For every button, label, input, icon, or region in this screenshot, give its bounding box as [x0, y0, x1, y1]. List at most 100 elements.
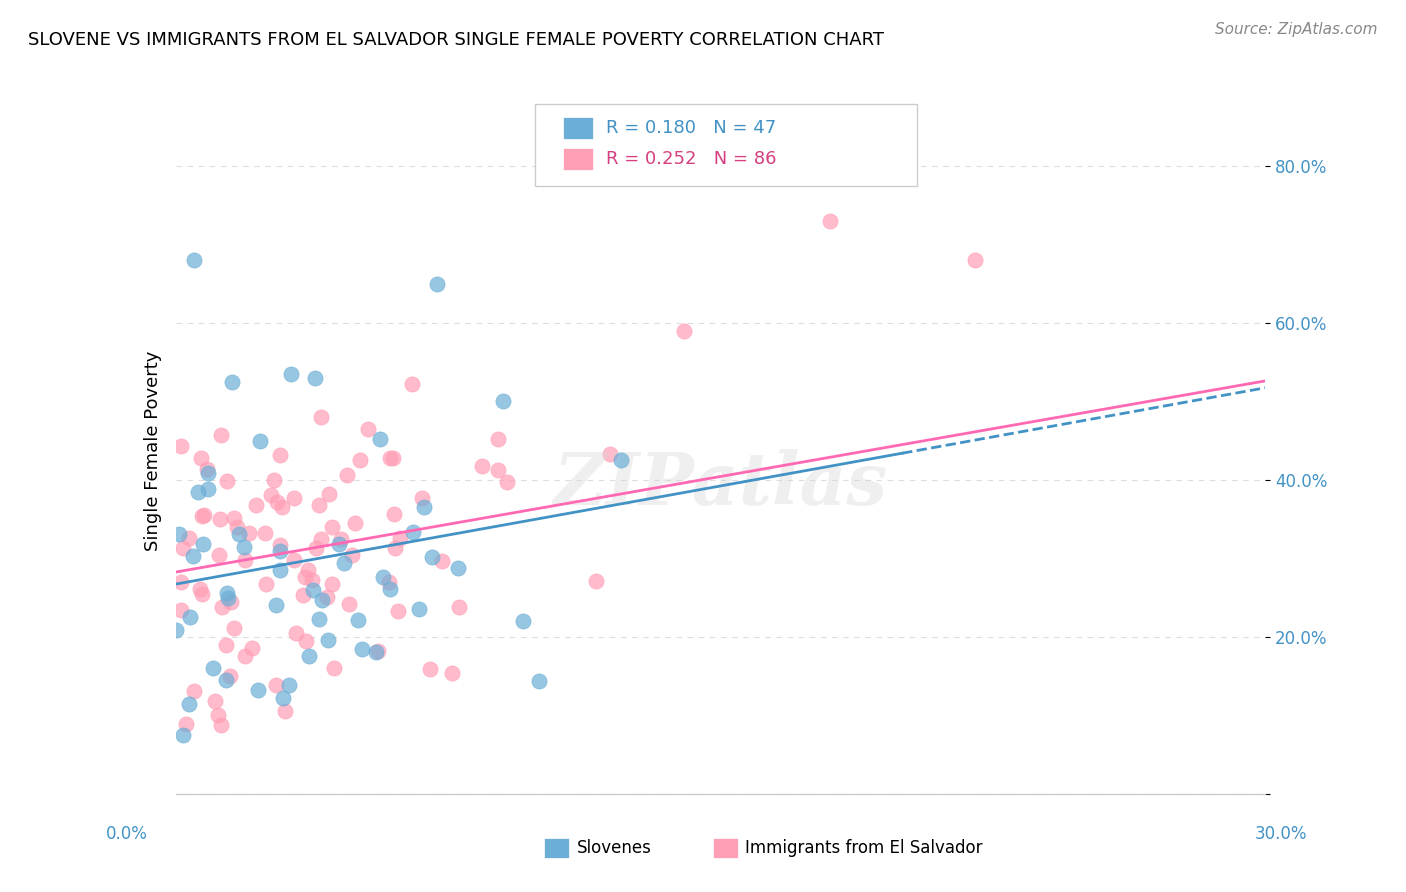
Point [201, 661, 224, 675]
Point [323, 661, 346, 675]
Point [232, 540, 254, 554]
Point [245, 498, 267, 512]
Point [318, 632, 340, 647]
Point [388, 532, 411, 546]
Point [193, 508, 215, 522]
Point [238, 525, 260, 540]
Point [179, 698, 201, 712]
Point [240, 641, 263, 656]
Point [298, 648, 321, 663]
Point [297, 563, 319, 577]
Point [366, 645, 388, 659]
Point [177, 531, 200, 545]
Point [263, 473, 285, 487]
Point [165, 624, 187, 638]
Text: R = 0.252   N = 86: R = 0.252 N = 86 [606, 150, 776, 168]
Point [167, 526, 190, 541]
Point [170, 603, 193, 617]
Point [209, 512, 232, 526]
Point [373, 570, 395, 584]
Point [330, 532, 353, 546]
Point [350, 642, 373, 657]
Point [264, 599, 287, 613]
Point [207, 707, 229, 722]
Point [283, 491, 305, 505]
Point [343, 516, 366, 530]
Point [384, 541, 406, 556]
Point [271, 690, 294, 705]
Point [283, 552, 305, 566]
Point [402, 525, 425, 540]
Point [233, 648, 256, 663]
Point [271, 500, 294, 514]
Point [215, 673, 238, 687]
Point [401, 376, 423, 391]
Point [215, 586, 238, 600]
Text: ZIPatlas: ZIPatlas [554, 450, 887, 520]
Point [264, 678, 287, 692]
Point [321, 577, 343, 591]
Point [209, 427, 232, 442]
Point [610, 452, 633, 467]
Point [208, 548, 231, 562]
Point [471, 458, 494, 473]
Point [195, 462, 218, 476]
Point [527, 673, 550, 688]
Point [172, 728, 194, 742]
Bar [713, 838, 738, 858]
Point [496, 475, 519, 490]
Text: 30.0%: 30.0% [1256, 825, 1308, 843]
Point [217, 591, 239, 605]
Point [492, 394, 515, 409]
Y-axis label: Single Female Poverty: Single Female Poverty [143, 351, 162, 550]
Point [328, 537, 350, 551]
Point [280, 367, 302, 381]
Point [318, 487, 340, 501]
Point [411, 491, 433, 505]
Point [269, 544, 291, 558]
Point [190, 582, 212, 596]
Point [249, 434, 271, 448]
Point [183, 253, 205, 268]
Point [447, 560, 470, 574]
Point [304, 371, 326, 385]
Text: R = 0.180   N = 47: R = 0.180 N = 47 [606, 120, 776, 137]
Point [308, 498, 330, 512]
Point [254, 526, 277, 541]
Text: Immigrants from El Salvador: Immigrants from El Salvador [745, 839, 983, 857]
Point [191, 509, 214, 524]
Point [378, 574, 401, 589]
Point [408, 602, 430, 616]
Point [321, 520, 343, 534]
Point [440, 666, 463, 681]
Point [269, 448, 291, 462]
Point [278, 678, 301, 692]
Point [269, 563, 291, 577]
Point [174, 717, 197, 731]
Point [224, 511, 246, 525]
Point [191, 537, 214, 551]
Point [357, 422, 380, 436]
Point [204, 694, 226, 708]
Point [347, 613, 370, 627]
Point [378, 582, 401, 596]
Point [387, 604, 409, 618]
Point [221, 595, 243, 609]
Point [284, 626, 307, 640]
Point [337, 597, 360, 611]
Point [190, 451, 212, 466]
Point [315, 590, 337, 604]
Point [311, 593, 333, 607]
Point [260, 488, 283, 502]
Point [447, 600, 470, 615]
Text: Slovenes: Slovenes [576, 839, 651, 857]
Point [291, 588, 314, 602]
Point [217, 474, 239, 488]
Point [187, 485, 209, 500]
Point [226, 519, 249, 533]
Point [309, 409, 332, 424]
FancyBboxPatch shape [536, 103, 917, 186]
Bar [544, 838, 569, 858]
Point [170, 574, 193, 589]
Point [273, 704, 295, 718]
